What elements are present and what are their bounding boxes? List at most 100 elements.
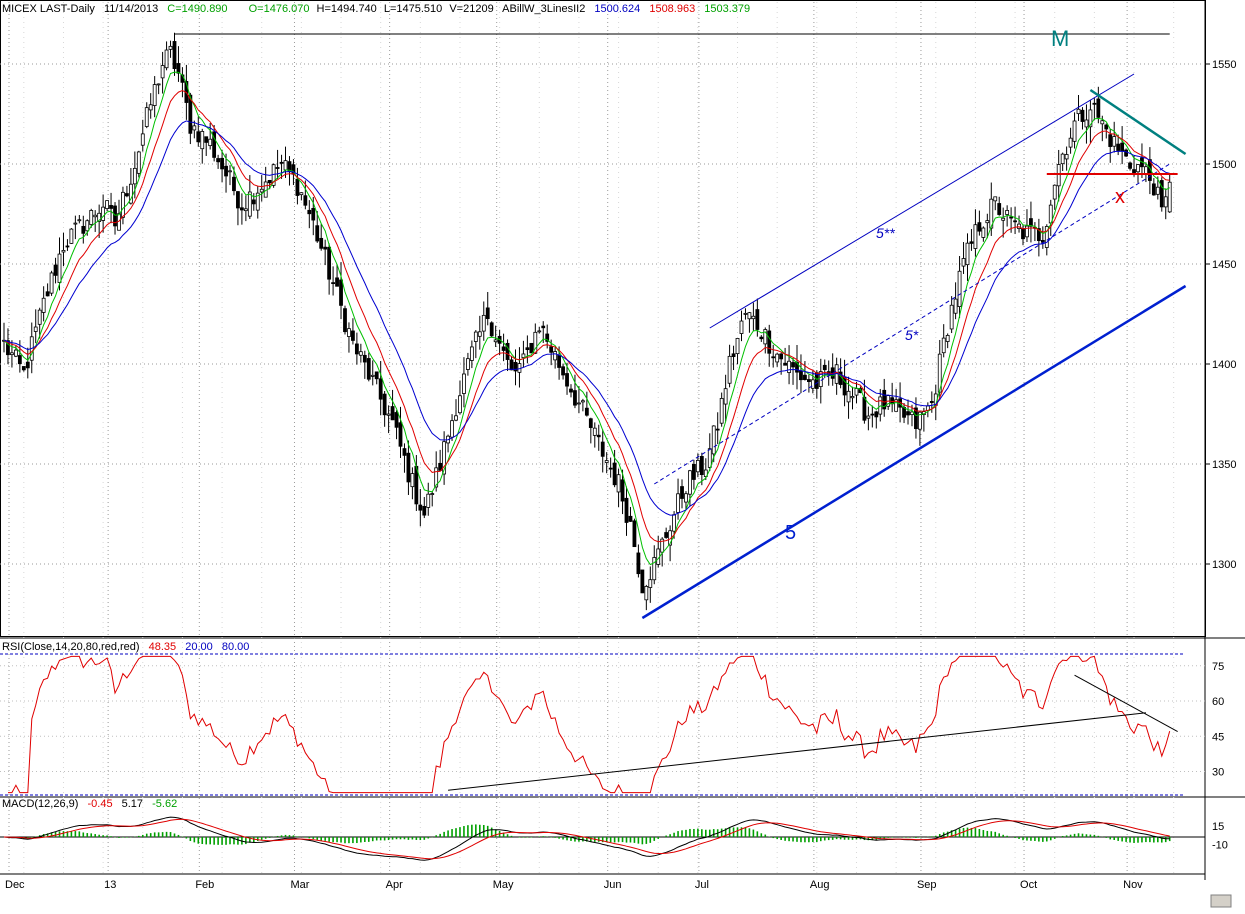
candle-body (140, 133, 145, 146)
header-symbol: MICEX LAST-Daily 11/14/2013 C=1490.890 O… (2, 3, 750, 15)
macd-y-tick-label: -10 (1212, 840, 1228, 852)
candle-body (101, 206, 106, 221)
header-open: O=1476.070 (249, 3, 310, 15)
scroll-button (1210, 894, 1232, 908)
candle-body (105, 200, 109, 209)
candle-body (580, 400, 585, 403)
candle-body (1076, 108, 1081, 115)
macd-header: MACD(12,26,9) -0.45 5.17 -5.62 (2, 798, 177, 810)
candle-body (410, 473, 415, 488)
candle-body (1036, 228, 1041, 241)
candle-body (684, 493, 688, 503)
candle-body (914, 407, 918, 430)
candle-body (989, 198, 994, 229)
candle-body (1084, 119, 1089, 128)
candle-body (41, 297, 46, 313)
candle-body (584, 407, 589, 416)
candle-body (1096, 98, 1101, 118)
candle-body (73, 222, 78, 225)
candle-body (485, 307, 490, 320)
candle-body (929, 401, 934, 403)
candle-body (462, 373, 466, 394)
candle-body (1116, 143, 1121, 151)
candle-body (354, 343, 359, 355)
candle-body (747, 312, 752, 320)
candle-body (49, 272, 54, 294)
candle-body (152, 84, 157, 106)
candle-body (577, 402, 581, 405)
candle-body (1068, 137, 1073, 148)
candle-body (688, 470, 692, 495)
candle-body (172, 41, 177, 70)
candle-body (144, 107, 149, 127)
axis-layer: Dec 13 Feb Mar Apr May Jun Jul Aug Sep Oct Nov 1300 1… (5, 59, 1236, 908)
y-tick-label: 1500 (1212, 159, 1236, 171)
candle-body (454, 415, 458, 421)
candle-body (703, 469, 708, 477)
candle-body (573, 390, 577, 406)
candle-body (89, 210, 94, 225)
candle-body (168, 45, 173, 50)
candle-body (775, 353, 780, 363)
candle-body (6, 340, 10, 356)
candle-body (660, 538, 665, 553)
candle-body (735, 338, 740, 355)
candle-body (382, 393, 387, 416)
candle-body (390, 406, 395, 421)
candle-body (438, 462, 443, 471)
candle-body (906, 411, 910, 416)
candle-body (160, 65, 165, 79)
candle-body (652, 557, 657, 581)
header-high: H=1494.740 (317, 3, 377, 15)
annotation-5: 5 (785, 522, 796, 544)
candle-body (755, 309, 760, 330)
candle-body (918, 411, 922, 430)
candle-body (822, 364, 827, 371)
x-tick-label: Nov (1123, 879, 1143, 891)
candle-body (803, 374, 807, 380)
candle-body (450, 420, 454, 438)
candle-body (402, 448, 407, 456)
candle-body (565, 373, 569, 387)
candle-body (65, 245, 70, 248)
candle-body (699, 456, 704, 475)
candle-body (97, 212, 102, 222)
candle-body (148, 104, 153, 111)
candle-body (501, 346, 506, 351)
candle-body (212, 131, 217, 158)
candle-body (664, 532, 669, 538)
candle-body (1072, 120, 1077, 142)
candle-body (981, 227, 986, 238)
candle-body (561, 366, 565, 376)
candle-body (228, 170, 232, 173)
candle-body (370, 374, 375, 377)
candle-body (442, 441, 447, 475)
candle-body (977, 222, 982, 232)
candle-body (1112, 136, 1117, 147)
candle-body (557, 355, 561, 368)
candle-body (505, 342, 510, 360)
macd-header-macd: 5.17 (122, 798, 143, 810)
candle-body (620, 479, 625, 502)
candle-body (596, 434, 601, 438)
candle-body (311, 207, 316, 221)
candle-body (1104, 124, 1109, 130)
candle-body (21, 366, 26, 371)
candle-body (279, 161, 284, 164)
candle-body (315, 225, 320, 242)
candle-body (339, 279, 343, 306)
candle-body (128, 183, 133, 204)
candle-body (426, 493, 431, 508)
candle-body (267, 179, 272, 184)
rsi-header-upper: 80.00 (222, 641, 250, 653)
candle-body (616, 474, 621, 493)
candle-body (434, 467, 439, 488)
candle-body (985, 220, 990, 224)
candle-body (957, 270, 962, 308)
candle-body (243, 208, 248, 212)
rsi-header-label: RSI(Close,14,20,80,red,red) (2, 641, 140, 653)
candle-body (53, 264, 58, 276)
candle-body (529, 342, 534, 354)
candle-body (1088, 109, 1093, 128)
candle-body (604, 460, 609, 463)
